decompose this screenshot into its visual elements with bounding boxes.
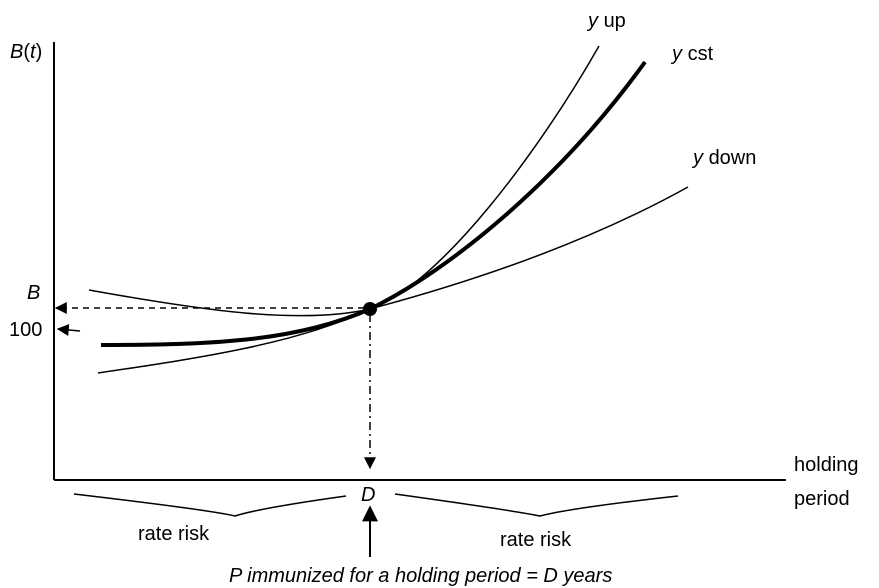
- y-axis-label: B(t): [10, 41, 42, 63]
- x-axis-label-line1: holding: [794, 454, 859, 476]
- par-level-label: 100: [9, 319, 42, 341]
- caption: P immunized for a holding period = D yea…: [229, 565, 612, 587]
- right-rate-risk-label: rate risk: [500, 529, 572, 551]
- par-arrow: [56, 324, 81, 336]
- x-axis-label-line2: period: [794, 488, 850, 510]
- left-rate-risk-brace: [73, 493, 347, 517]
- left-rate-risk-label: rate risk: [138, 523, 210, 545]
- curve-y-up: [88, 45, 600, 317]
- curve-label-y-cst: y cst: [670, 43, 714, 65]
- right-rate-risk-brace: [394, 493, 679, 517]
- b-level-label: B: [27, 282, 40, 304]
- curve-label-y-up: y up: [586, 10, 626, 32]
- horizon-label: D: [361, 484, 375, 506]
- immunization-point: [363, 302, 377, 316]
- curve-label-y-down: y down: [691, 147, 756, 169]
